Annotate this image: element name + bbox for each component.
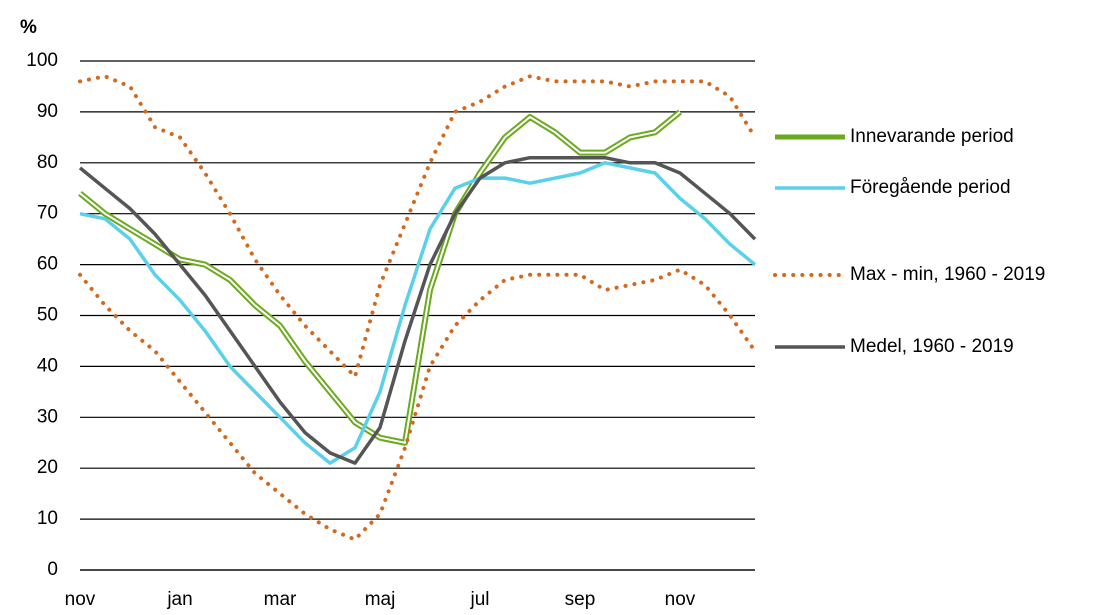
y-tick-label: 100 <box>26 50 58 71</box>
y-tick-label: 80 <box>37 152 58 173</box>
y-tick-label: 70 <box>37 203 58 224</box>
series-line <box>78 74 757 379</box>
y-tick-label: 0 <box>47 559 58 580</box>
series-line <box>78 267 757 542</box>
y-tick-label: 30 <box>37 406 58 427</box>
x-tick-label: maj <box>365 589 396 610</box>
legend-label: Max - min, 1960 - 2019 <box>850 264 1045 285</box>
y-tick-label: 90 <box>37 101 58 122</box>
legend-label: Föregående period <box>850 177 1011 198</box>
series-line <box>79 161 757 465</box>
y-tick-label: 10 <box>37 508 58 529</box>
y-tick-label: 40 <box>37 355 58 376</box>
legend-label: Innevarande period <box>850 126 1014 147</box>
y-tick-label: 60 <box>37 254 58 275</box>
legend-label: Medel, 1960 - 2019 <box>850 336 1014 357</box>
x-tick-label: jan <box>166 589 192 610</box>
y-tick-label: 50 <box>37 305 58 326</box>
x-tick-label: mar <box>264 589 297 610</box>
x-tick-label: sep <box>565 589 596 610</box>
y-axis-label: % <box>20 17 37 38</box>
y-tick-label: 20 <box>37 457 58 478</box>
x-tick-label: jul <box>469 589 489 610</box>
series-line-inner <box>79 111 681 444</box>
x-tick-label: nov <box>665 589 696 610</box>
series-line <box>78 155 757 465</box>
x-tick-label: nov <box>65 589 96 610</box>
